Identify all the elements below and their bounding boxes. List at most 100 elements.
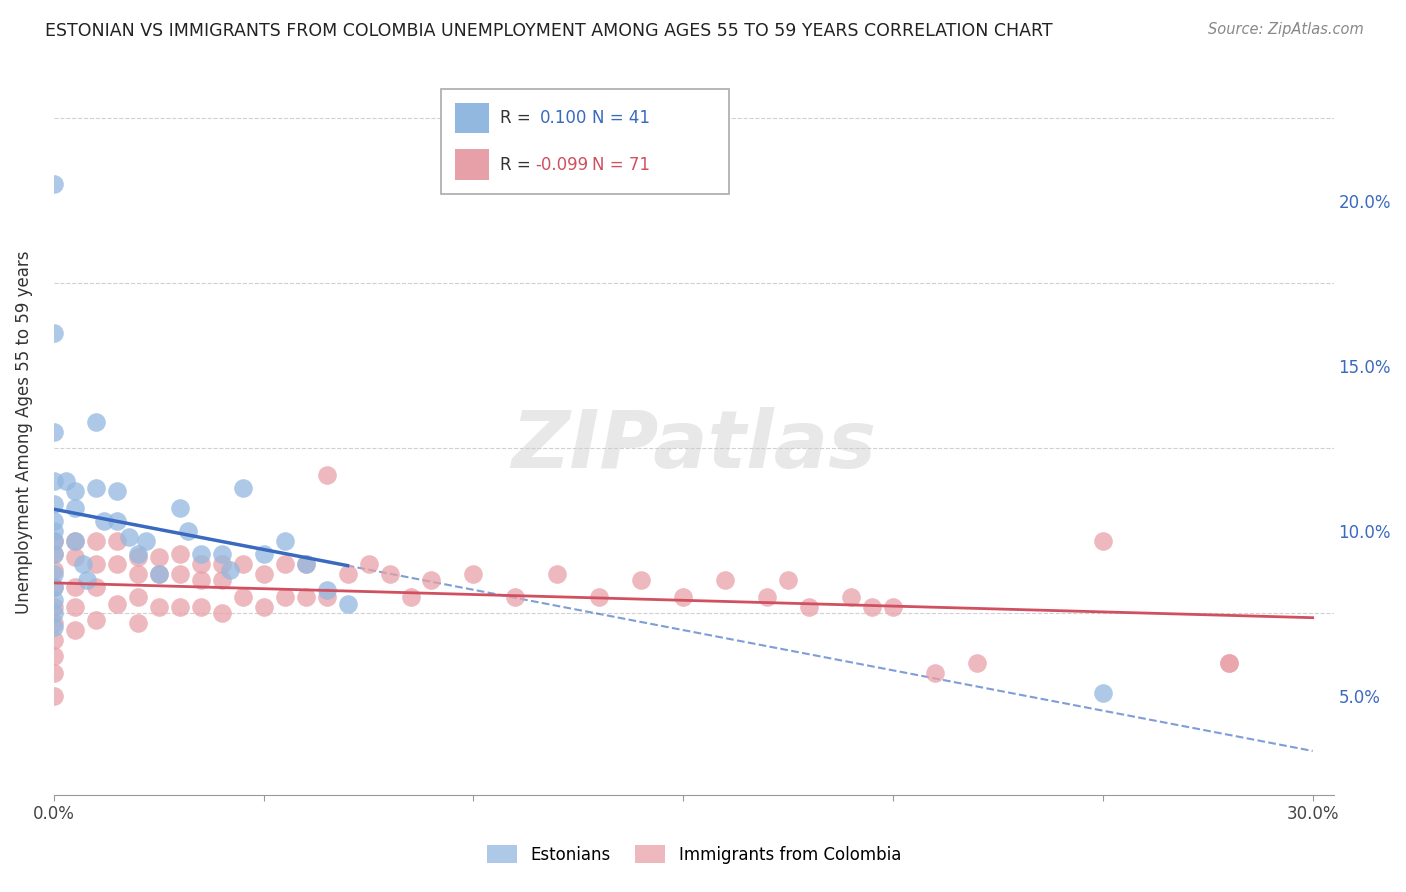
Point (148, 599, 170, 614)
Point (148, 550, 170, 565)
Point (253, 566, 276, 581)
Point (546, 566, 568, 581)
Point (127, 566, 149, 581)
Point (105, 484, 128, 499)
Point (273, 533, 295, 548)
Point (294, 557, 316, 571)
Point (135, 533, 157, 548)
Point (105, 514, 128, 528)
Point (105, 597, 128, 611)
Point (127, 616, 149, 631)
Point (714, 574, 737, 588)
Point (93, 514, 115, 528)
Point (42, 326, 65, 340)
Point (420, 574, 443, 588)
Point (966, 656, 988, 670)
Point (84, 580, 107, 594)
Text: ESTONIAN VS IMMIGRANTS FROM COLOMBIA UNEMPLOYMENT AMONG AGES 55 TO 59 YEARS CORR: ESTONIAN VS IMMIGRANTS FROM COLOMBIA UNE… (45, 22, 1053, 40)
Point (63, 580, 86, 594)
Point (42, 177, 65, 191)
Point (630, 574, 652, 588)
Point (336, 597, 359, 611)
Point (42, 533, 65, 548)
Text: ZIPatlas: ZIPatlas (512, 408, 876, 485)
Point (42, 593, 65, 607)
Point (63, 599, 86, 614)
Point (42, 689, 65, 703)
Text: R =: R = (501, 155, 537, 174)
Point (169, 566, 191, 581)
Point (797, 599, 820, 614)
Point (42, 599, 65, 614)
Point (72, 557, 94, 571)
Point (1091, 533, 1114, 548)
Point (84, 613, 107, 627)
Text: R =: R = (501, 109, 537, 127)
Point (42, 580, 65, 594)
Point (42, 547, 65, 561)
Point (42, 665, 65, 680)
Point (253, 599, 276, 614)
Point (232, 590, 254, 604)
Point (127, 547, 149, 561)
Point (84, 533, 107, 548)
Point (148, 566, 170, 581)
Point (42, 498, 65, 512)
Point (42, 620, 65, 634)
Point (42, 580, 65, 594)
Text: 0.100: 0.100 (540, 109, 588, 127)
Point (169, 599, 191, 614)
Point (232, 557, 254, 571)
Point (63, 484, 86, 499)
Point (169, 547, 191, 561)
Point (84, 481, 107, 495)
Point (860, 599, 883, 614)
Point (211, 607, 233, 621)
Point (177, 524, 200, 538)
Point (273, 557, 295, 571)
Point (42, 632, 65, 647)
Point (55, 475, 77, 489)
Point (63, 500, 86, 515)
Point (778, 574, 800, 588)
Legend: Estonians, Immigrants from Colombia: Estonians, Immigrants from Colombia (479, 838, 907, 871)
Point (211, 557, 233, 571)
Point (190, 547, 212, 561)
Y-axis label: Unemployment Among Ages 55 to 59 years: Unemployment Among Ages 55 to 59 years (15, 250, 32, 614)
Point (253, 547, 276, 561)
Point (127, 590, 149, 604)
Point (924, 665, 946, 680)
Point (42, 425, 65, 439)
Point (1091, 686, 1114, 700)
Point (315, 590, 337, 604)
Point (42, 649, 65, 664)
Point (336, 566, 359, 581)
Point (190, 599, 212, 614)
Point (294, 557, 316, 571)
Text: Source: ZipAtlas.com: Source: ZipAtlas.com (1208, 22, 1364, 37)
Point (672, 590, 695, 604)
Point (232, 481, 254, 495)
Point (169, 500, 191, 515)
Point (63, 550, 86, 565)
Point (588, 590, 610, 604)
Point (42, 514, 65, 528)
Point (63, 533, 86, 548)
Point (219, 564, 242, 578)
Point (42, 524, 65, 538)
Point (190, 557, 212, 571)
Point (42, 564, 65, 578)
Point (211, 574, 233, 588)
Point (882, 599, 904, 614)
Point (211, 547, 233, 561)
Point (84, 557, 107, 571)
Point (315, 583, 337, 598)
Point (463, 566, 485, 581)
Point (273, 590, 295, 604)
Point (118, 531, 141, 545)
Point (1218, 656, 1240, 670)
Point (42, 607, 65, 621)
Text: N = 41: N = 41 (592, 109, 650, 127)
Point (76, 574, 98, 588)
Point (505, 590, 527, 604)
